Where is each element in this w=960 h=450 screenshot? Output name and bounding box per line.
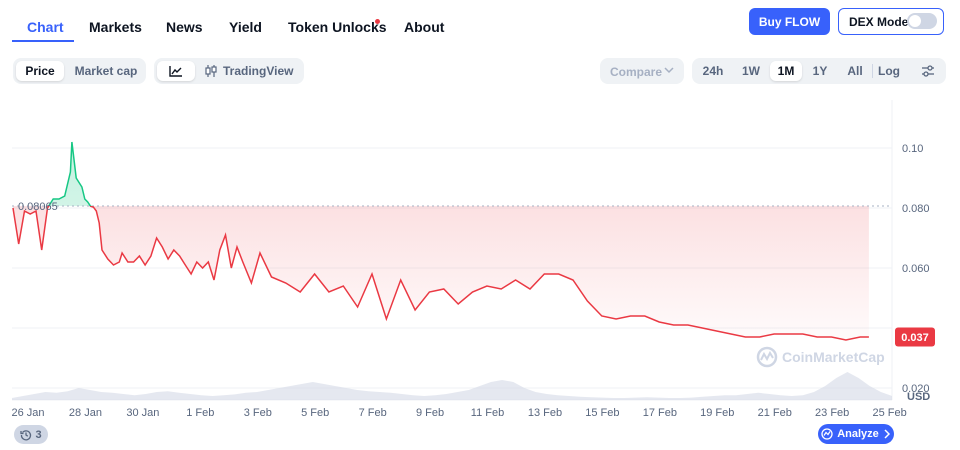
analyze-icon [821,428,833,440]
price-chart[interactable]: CoinMarketCap 0.10 0.080 0.060 0.020 26 Jan… [0,0,960,420]
x-tick-label: 9 Feb [416,407,444,419]
x-tick-label: 17 Feb [643,407,677,419]
x-tick-label: 13 Feb [528,407,562,419]
settings-button[interactable] [914,61,942,81]
tab-token-unlocks[interactable]: Token Unlocks [288,19,387,35]
tradingview-button[interactable]: TradingView [204,61,300,81]
x-tick-label: 21 Feb [758,407,792,419]
current-price-tag: 0.037 [895,327,935,347]
x-tick-label: 25 Feb [872,407,906,419]
x-tick-label: 1 Feb [186,407,214,419]
tab-chart[interactable]: Chart [27,19,64,35]
x-tick-label: 15 Feb [585,407,619,419]
line-chart-icon [169,66,182,77]
history-button[interactable]: 3 [14,425,48,444]
price-marketcap-toggle: Price Market cap [13,58,146,84]
x-tick-label: 23 Feb [815,407,849,419]
top-nav: Chart Markets News Yield Token Unlocks A… [0,0,960,44]
x-tick-label: 30 Jan [126,407,159,419]
area-fill-below [13,206,869,340]
analyze-button[interactable]: Analyze [818,424,894,444]
price-lines [12,141,869,341]
x-tick-label: 26 Jan [11,407,44,419]
line-chart-button[interactable] [157,61,195,81]
chevron-down-icon [664,67,674,74]
y-axis-ticks: 0.10 0.080 0.060 0.020 [902,143,930,395]
log-scale-button[interactable]: Log [878,64,900,78]
y-tick-label: 0.080 [902,203,930,215]
x-tick-label: 19 Feb [700,407,734,419]
chart-style-toggle: TradingView [154,58,304,84]
toggle-knob [909,15,921,27]
watermark-text: CoinMarketCap [782,349,885,365]
y-tick-label: 0.060 [902,263,930,275]
x-tick-label: 28 Jan [69,407,102,419]
area-fills [13,142,869,340]
range-1m[interactable]: 1M [770,61,802,81]
x-tick-label: 3 Feb [244,407,272,419]
separator [872,64,873,78]
range-24h[interactable]: 24h [702,64,724,78]
x-axis-ticks: 26 Jan 28 Jan 30 Jan 1 Feb 3 Feb 5 Feb 7 Feb 9 … [11,407,906,419]
candlestick-icon [205,65,217,77]
price-line-up [47,141,93,207]
watermark: CoinMarketCap [756,346,885,368]
range-1y[interactable]: 1Y [812,64,828,78]
active-tab-underline [12,40,74,42]
dex-mode-label: DEX Mode [849,15,909,29]
toggle-switch[interactable] [907,13,937,29]
volume-bars [12,372,892,400]
dex-mode-toggle[interactable]: DEX Mode [838,8,944,35]
x-tick-label: 7 Feb [359,407,387,419]
history-icon [20,429,32,440]
tab-news[interactable]: News [166,19,203,35]
sliders-icon [922,65,934,77]
history-count: 3 [35,428,42,441]
y-axis-unit: USD [907,391,930,403]
chevron-right-icon [884,429,890,439]
tab-yield[interactable]: Yield [229,19,262,35]
current-price-label: 0.037 [901,332,929,344]
market-cap-option[interactable]: Market cap [74,64,138,78]
x-tick-label: 11 Feb [471,407,504,419]
cmc-logo-icon [756,346,778,368]
current-price-badge [895,327,935,347]
tab-about[interactable]: About [404,19,445,35]
buy-button[interactable]: Buy FLOW [749,8,830,35]
range-all[interactable]: All [847,64,863,78]
notification-dot [375,19,380,24]
range-1w[interactable]: 1W [742,64,760,78]
analyze-label: Analyze [837,428,879,440]
y-tick-label: 0.020 [902,383,930,395]
tab-markets[interactable]: Markets [89,19,142,35]
cmc-logo-mark [760,350,774,362]
x-tick-label: 5 Feb [301,407,329,419]
volume-area [12,372,892,400]
baseline-label: 0.08065 [18,201,58,213]
compare-dropdown[interactable]: Compare [600,58,684,84]
y-tick-label: 0.10 [902,143,923,155]
tradingview-label: TradingView [223,64,294,78]
price-option[interactable]: Price [16,61,64,81]
compare-label: Compare [610,65,663,79]
price-line-down [12,206,869,341]
range-selector: 24h 1W 1M 1Y All Log [692,58,946,84]
